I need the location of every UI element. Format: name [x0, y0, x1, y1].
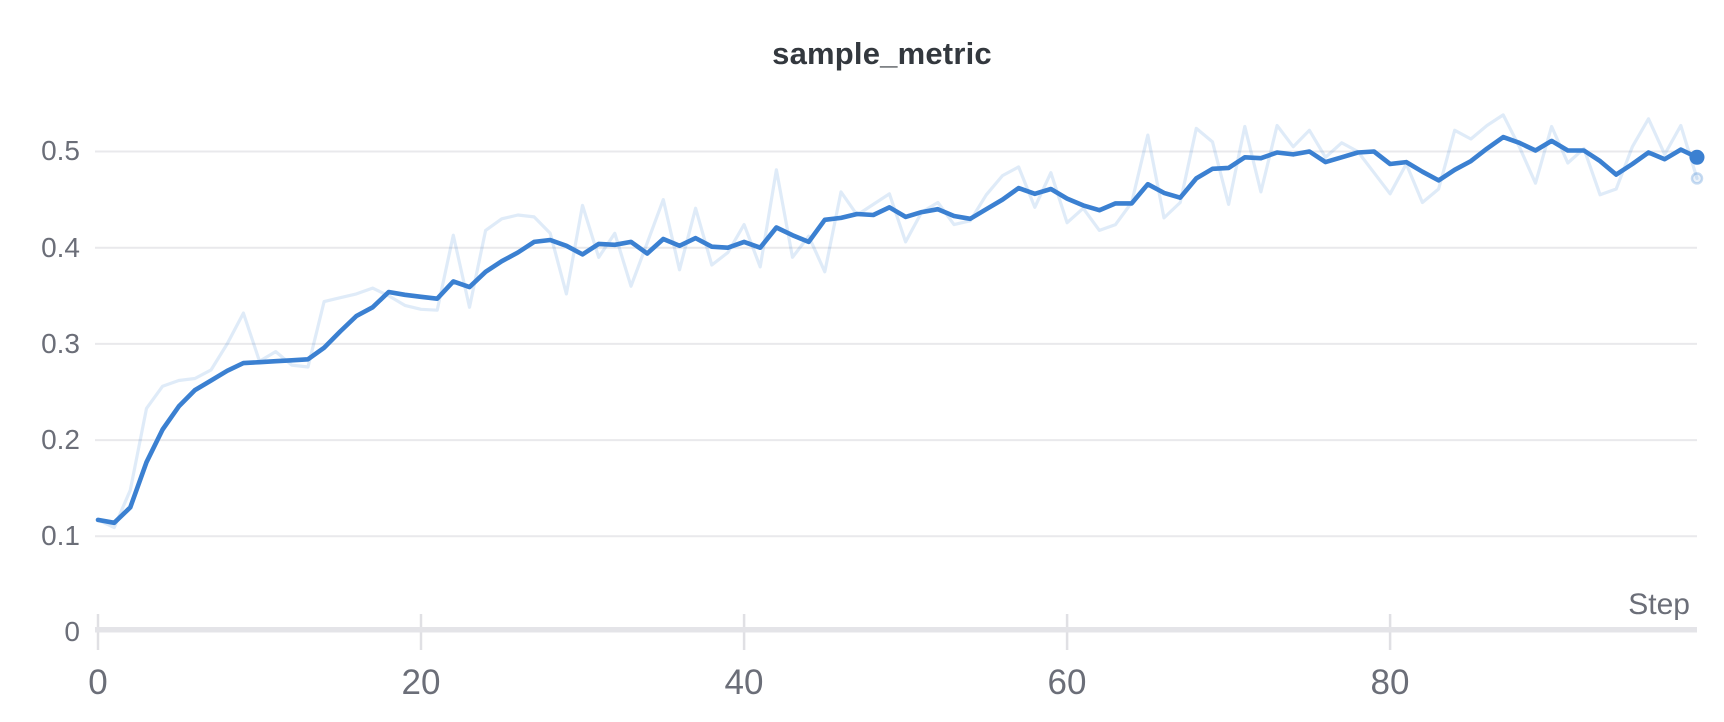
- y-axis-tick-label-0: 0: [64, 616, 80, 647]
- x-axis-tick-label-40: 40: [724, 663, 764, 702]
- x-axis-tick-label-60: 60: [1047, 663, 1087, 702]
- endpoint-dot-raw: [1690, 172, 1704, 185]
- y-axis-tick-label-0-1: 0.1: [41, 520, 80, 551]
- smoothed-series-line: [95, 134, 1700, 526]
- x-axis-tick-label-80: 80: [1370, 663, 1410, 702]
- y-axis-tick-label-0-2: 0.2: [41, 424, 80, 455]
- x-axis-tick-label-0: 0: [88, 663, 108, 702]
- x-axis-baseline: [95, 627, 1697, 633]
- raw-series-line: [96, 113, 1699, 530]
- x-axis-title: Step: [1628, 588, 1690, 621]
- y-axis-tick-label-0-5: 0.5: [41, 135, 80, 166]
- endpoint-dot-smoothed: [1689, 149, 1705, 165]
- y-axis-tick-label-0-3: 0.3: [41, 328, 80, 359]
- x-axis-tick-label-20: 20: [401, 663, 441, 702]
- y-axis-tick-label-0-4: 0.4: [41, 232, 80, 263]
- chart-title: sample_metric: [772, 36, 992, 71]
